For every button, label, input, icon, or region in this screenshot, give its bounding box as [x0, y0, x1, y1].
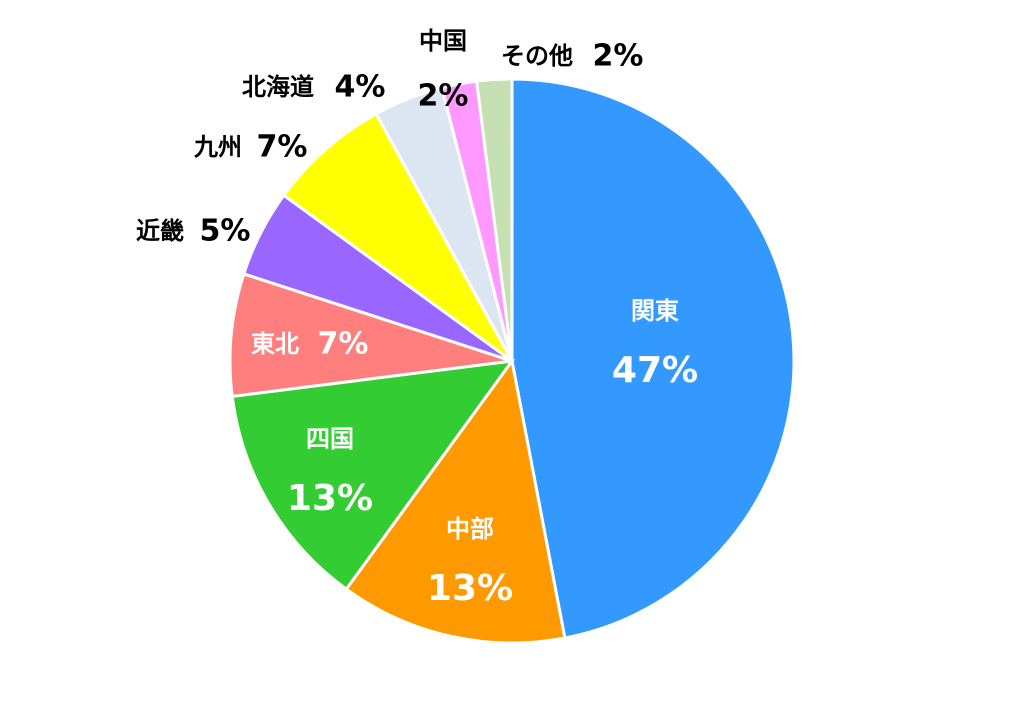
pie-slice	[474, 77, 514, 362]
pie-slice	[228, 271, 513, 399]
slice-name: 中部	[446, 515, 494, 543]
slice-name: 関東	[631, 297, 679, 325]
slice-name: その他	[501, 42, 573, 70]
slice-name: 近畿	[136, 217, 184, 245]
slice-name: 北海道	[242, 73, 314, 101]
slice-value-label: 13%	[287, 478, 373, 519]
slice-value-label: 7%	[318, 327, 369, 362]
pie-slice	[344, 357, 567, 645]
slice-name: 東北	[251, 330, 299, 358]
slice-value-label: 13%	[427, 568, 513, 609]
slice-name: 中国	[419, 27, 467, 55]
slice-value-label: 2%	[593, 39, 644, 74]
slice-value-label: 4%	[335, 70, 386, 105]
slice-value-label: 5%	[200, 214, 251, 249]
pie-slice	[281, 111, 514, 363]
slice-name: 九州	[193, 133, 242, 161]
pie-slice	[510, 77, 796, 640]
slice-value-label: 47%	[612, 350, 698, 391]
slice-value-label: 7%	[257, 130, 308, 165]
slice-name: 四国	[306, 425, 354, 453]
slice-value-label: 2%	[418, 79, 469, 114]
pie-slice	[230, 359, 516, 592]
